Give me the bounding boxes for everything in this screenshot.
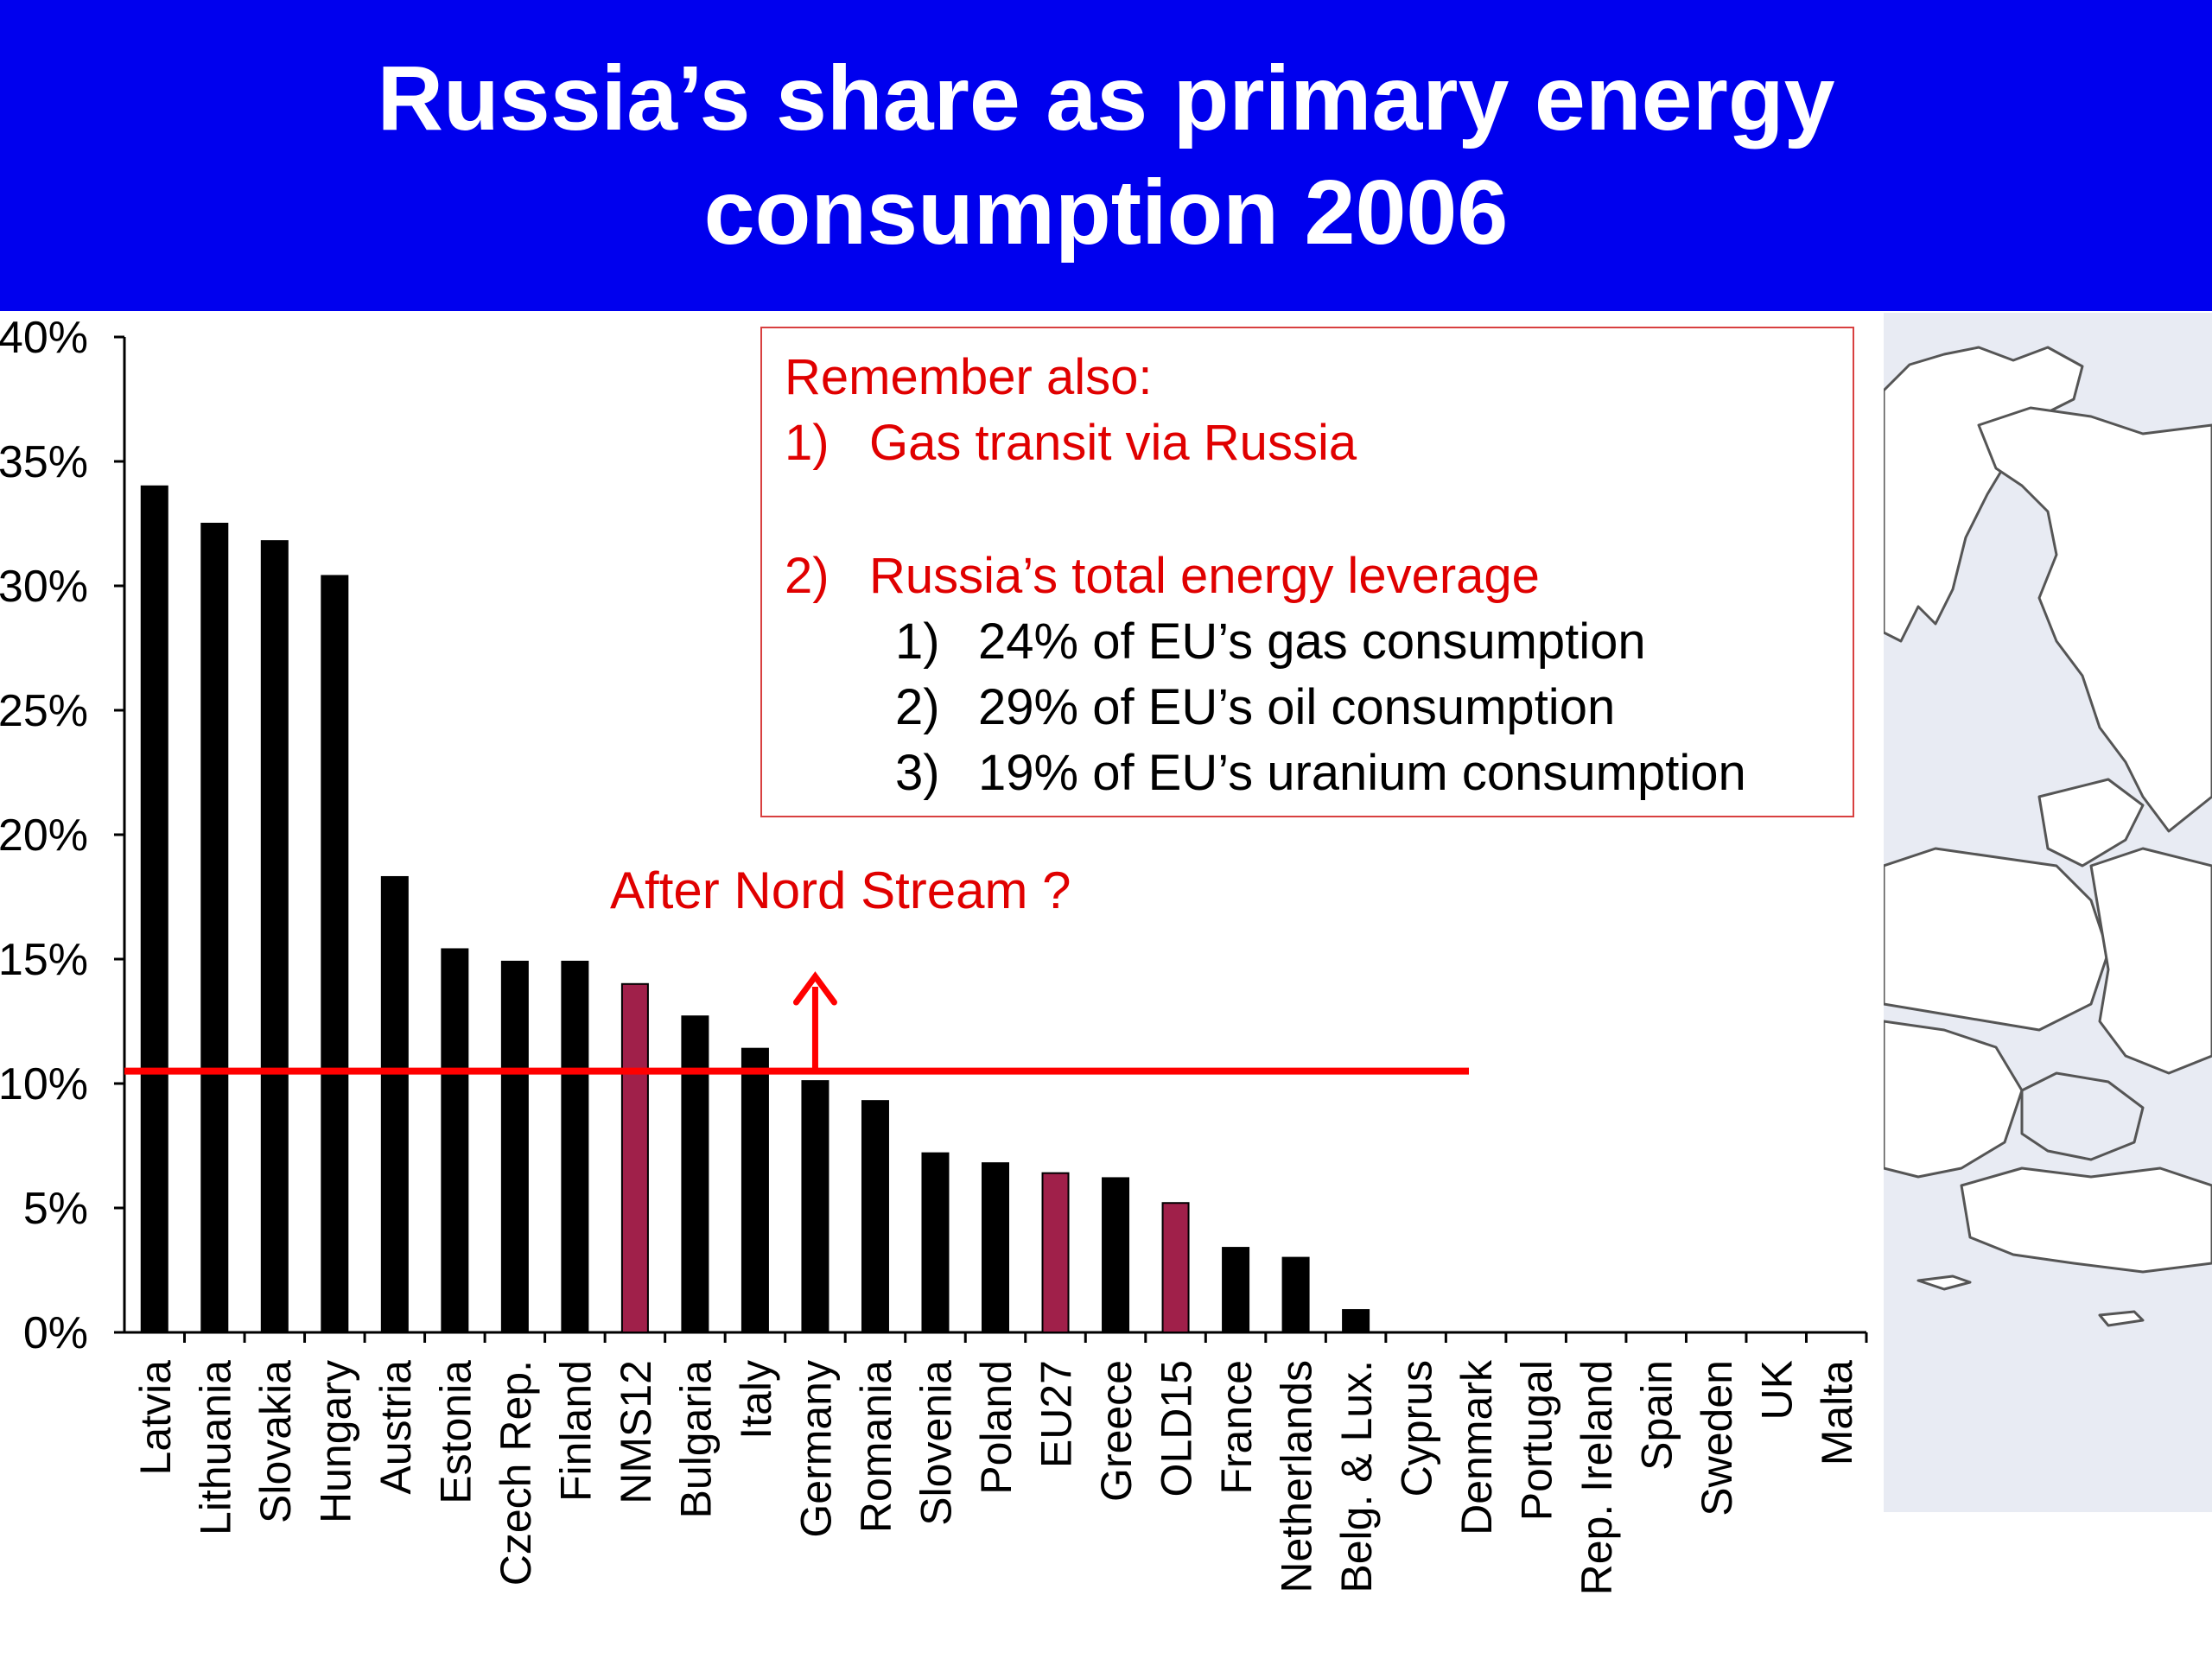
europe-map bbox=[1882, 313, 2212, 1512]
x-tick-label: Malta bbox=[1813, 1360, 1861, 1465]
y-tick-label: 40% bbox=[0, 313, 88, 363]
x-tick-label: Czech Rep. bbox=[492, 1360, 540, 1586]
callout-heading: Remember also: bbox=[785, 349, 1153, 405]
x-tick-label: Belg. & Lux. bbox=[1332, 1360, 1381, 1593]
bar bbox=[561, 960, 589, 1333]
europe-map-outline bbox=[1882, 346, 2212, 1327]
x-tick-label: Denmark bbox=[1452, 1359, 1501, 1535]
map-eastern-europe bbox=[2089, 847, 2212, 1075]
x-tick-label: Slovenia bbox=[912, 1360, 960, 1526]
map-turkey bbox=[1960, 1166, 2212, 1274]
x-tick-label: Cyprus bbox=[1393, 1360, 1441, 1497]
x-tick-label: Romania bbox=[852, 1360, 900, 1533]
x-tick-label: Finland bbox=[551, 1360, 600, 1502]
x-tick-label: Poland bbox=[972, 1360, 1020, 1495]
title-banner: Russia’s share as primary energy consump… bbox=[0, 0, 2212, 311]
x-tick-label: France bbox=[1212, 1360, 1261, 1495]
bar bbox=[741, 1047, 769, 1333]
bar bbox=[620, 982, 649, 1333]
x-tick-label: Netherlands bbox=[1273, 1360, 1321, 1593]
bar bbox=[441, 948, 469, 1333]
bar-chart: 0% 5% 10% 15% 20% 25% 30% 35% 40% Latvia Lithuania… bbox=[0, 313, 1868, 1595]
y-tick-label: 0% bbox=[23, 1308, 88, 1358]
x-tick-label: Latvia bbox=[131, 1360, 180, 1476]
remember-callout-box: Remember also: 1) Gas transit via Russia… bbox=[760, 327, 1854, 817]
x-tick-label: Italy bbox=[732, 1360, 780, 1440]
bar bbox=[921, 1152, 950, 1334]
bar bbox=[1041, 1172, 1070, 1333]
bar bbox=[861, 1100, 889, 1333]
x-tick-label: Estonia bbox=[431, 1360, 480, 1504]
callout-sub-3-number: 3) bbox=[895, 745, 940, 801]
bar bbox=[1342, 1309, 1370, 1333]
callout-sub-1-number: 1) bbox=[895, 613, 940, 670]
y-tick-label: 5% bbox=[23, 1184, 88, 1234]
x-tick-label: UK bbox=[1753, 1360, 1802, 1420]
bar bbox=[1222, 1247, 1250, 1333]
map-crete bbox=[1916, 1274, 1972, 1291]
x-tick-label: EU27 bbox=[1033, 1360, 1081, 1468]
arrow-head bbox=[792, 971, 837, 1006]
x-tick-label: NMS12 bbox=[612, 1360, 660, 1504]
y-tick-label: 30% bbox=[0, 562, 88, 612]
map-balkans bbox=[1882, 1020, 2024, 1179]
x-tick-label: Rep. Ireland bbox=[1573, 1360, 1621, 1595]
map-baltic-states bbox=[2037, 778, 2145, 868]
x-tick-label: Spain bbox=[1633, 1360, 1681, 1471]
x-tick-label: Bulgaria bbox=[671, 1360, 720, 1519]
map-finland-russia bbox=[1977, 406, 2212, 833]
bar bbox=[1281, 1256, 1310, 1333]
bar bbox=[140, 485, 168, 1334]
x-tick-label: Portugal bbox=[1513, 1360, 1561, 1521]
x-tick-label: OLD15 bbox=[1153, 1360, 1201, 1497]
map-black-sea bbox=[2020, 1071, 2145, 1161]
callout-sub-1-text: 24% of EU’s gas consumption bbox=[978, 613, 1646, 670]
callout-sub-2-number: 2) bbox=[895, 679, 940, 735]
bar bbox=[321, 575, 349, 1334]
y-tick-label: 10% bbox=[0, 1059, 88, 1109]
bar bbox=[200, 523, 229, 1333]
callout-item-1-text: Gas transit via Russia bbox=[869, 415, 1357, 471]
y-tick-label: 15% bbox=[0, 935, 88, 985]
title-line-2: consumption 2006 bbox=[703, 162, 1509, 264]
callout-item-1-number: 1) bbox=[785, 415, 830, 471]
bar bbox=[1161, 1202, 1190, 1333]
callout-sub-3-text: 19% of EU’s uranium consumption bbox=[978, 745, 1746, 801]
y-tick-label: 20% bbox=[0, 810, 88, 861]
map-central-europe bbox=[1882, 847, 2110, 1032]
callout-sub-2-text: 29% of EU’s oil consumption bbox=[978, 679, 1616, 735]
x-tick-label: Hungary bbox=[311, 1360, 359, 1523]
bar bbox=[681, 1015, 709, 1333]
x-tick-label: Slovakia bbox=[251, 1360, 300, 1523]
x-tick-label: Germany bbox=[791, 1360, 840, 1538]
callout-item-2-number: 2) bbox=[785, 548, 830, 604]
bar bbox=[982, 1162, 1009, 1333]
x-tick-label: Sweden bbox=[1693, 1360, 1741, 1516]
bar bbox=[1102, 1177, 1130, 1333]
x-tick-label: Greece bbox=[1092, 1360, 1141, 1502]
x-tick-label: Austria bbox=[372, 1360, 420, 1495]
y-tick-label: 25% bbox=[0, 686, 88, 736]
bar bbox=[500, 960, 529, 1333]
title-line-1: Russia’s share as primary energy bbox=[377, 48, 1835, 149]
callout-item-2-text: Russia’s total energy leverage bbox=[869, 548, 1540, 604]
page-title: Russia’s share as primary energy consump… bbox=[242, 41, 1970, 270]
bar bbox=[260, 540, 289, 1334]
bar bbox=[380, 875, 409, 1333]
y-tick-label: 35% bbox=[0, 437, 88, 487]
x-tick-label: Lithuania bbox=[191, 1360, 239, 1535]
nord-stream-annotation: After Nord Stream ? bbox=[610, 861, 1071, 919]
map-cyprus bbox=[2098, 1310, 2145, 1327]
bar bbox=[801, 1080, 830, 1333]
